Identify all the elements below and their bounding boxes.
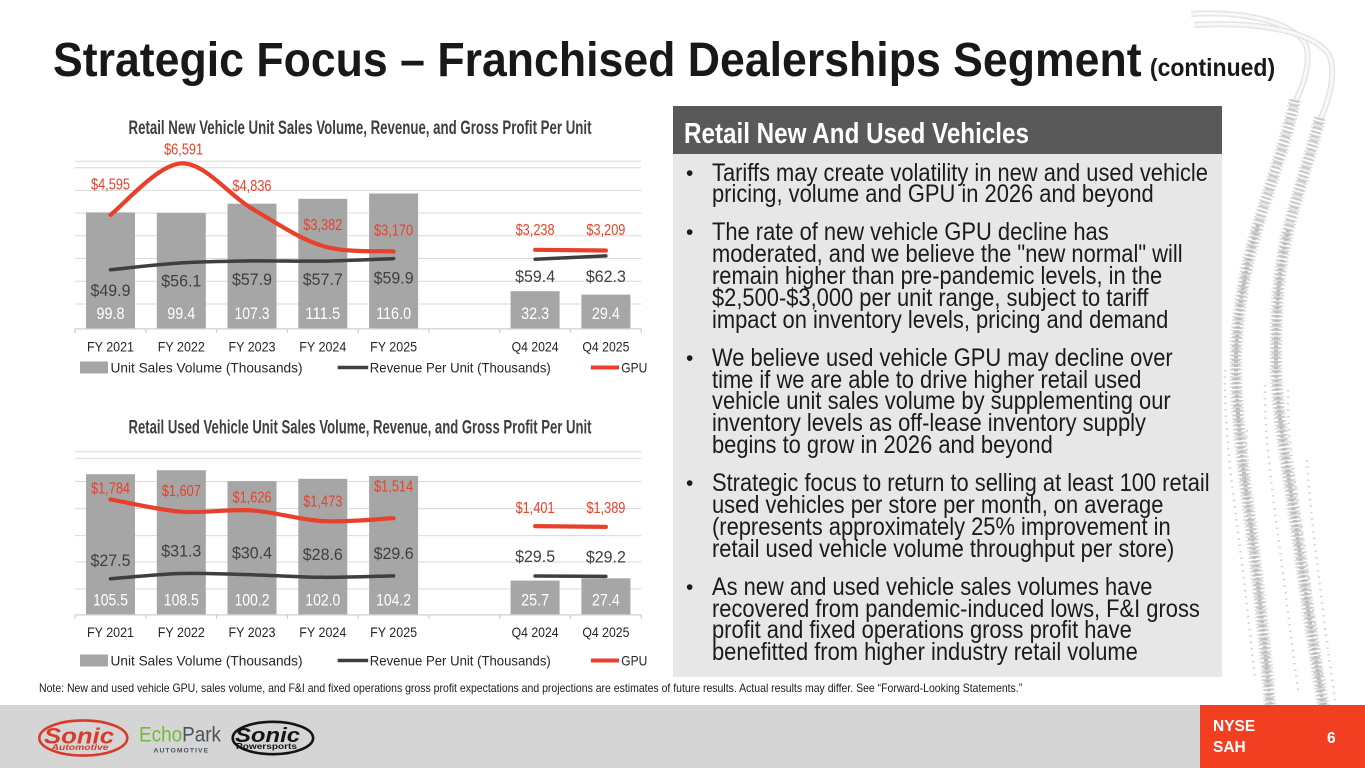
svg-text:$29.2: $29.2: [586, 548, 626, 566]
svg-text:FY 2025: FY 2025: [370, 339, 417, 355]
svg-text:Powersports: Powersports: [236, 741, 297, 751]
svg-text:$56.1: $56.1: [161, 272, 201, 290]
svg-text:$1,514: $1,514: [374, 479, 413, 496]
svg-text:$3,382: $3,382: [303, 217, 342, 234]
svg-text:$1,626: $1,626: [233, 489, 272, 506]
svg-text:Unit Sales Volume (Thousands): Unit Sales Volume (Thousands): [111, 653, 303, 669]
svg-text:GPU: GPU: [621, 653, 647, 669]
svg-text:EchοPark: EchοPark: [139, 723, 221, 747]
svg-text:111.5: 111.5: [305, 305, 340, 323]
svg-text:GPU: GPU: [621, 360, 647, 376]
svg-text:32.3: 32.3: [521, 305, 549, 323]
svg-text:$1,607: $1,607: [162, 483, 201, 500]
svg-text:116.0: 116.0: [376, 305, 411, 323]
svg-text:Revenue Per Unit (Thousands): Revenue Per Unit (Thousands): [370, 360, 551, 376]
svg-text:FY 2025: FY 2025: [370, 624, 417, 640]
svg-text:Q4 2025: Q4 2025: [582, 339, 629, 355]
svg-text:Q4 2024: Q4 2024: [512, 624, 559, 640]
svg-text:$4,595: $4,595: [91, 177, 130, 194]
svg-text:$49.9: $49.9: [91, 282, 131, 300]
svg-text:FY 2023: FY 2023: [229, 624, 276, 640]
svg-text:99.4: 99.4: [167, 305, 195, 323]
svg-text:$3,170: $3,170: [374, 223, 413, 240]
svg-text:25.7: 25.7: [521, 592, 549, 610]
svg-text:$3,238: $3,238: [516, 222, 555, 239]
svg-text:$57.9: $57.9: [232, 271, 272, 289]
svg-text:FY 2021: FY 2021: [87, 624, 134, 640]
svg-text:$4,836: $4,836: [233, 178, 272, 195]
svg-text:Sonic: Sonic: [44, 724, 114, 749]
svg-text:Q4 2024: Q4 2024: [512, 339, 559, 355]
svg-text:$1,401: $1,401: [516, 500, 555, 517]
svg-text:99.8: 99.8: [97, 305, 125, 323]
svg-text:Revenue Per Unit (Thousands): Revenue Per Unit (Thousands): [370, 653, 551, 669]
svg-text:$6,591: $6,591: [164, 142, 203, 159]
svg-text:$1,784: $1,784: [91, 480, 130, 497]
svg-text:$62.3: $62.3: [586, 268, 626, 286]
svg-text:AUTOMOTIVE: AUTOMOTIVE: [154, 748, 210, 755]
svg-text:$28.6: $28.6: [303, 546, 343, 564]
svg-text:FY 2024: FY 2024: [299, 339, 346, 355]
svg-text:FY 2024: FY 2024: [299, 624, 346, 640]
svg-text:Retail New Vehicle Unit Sales: Retail New Vehicle Unit Sales Volume, Re…: [129, 118, 592, 139]
svg-text:FY 2023: FY 2023: [229, 339, 276, 355]
svg-text:$29.6: $29.6: [374, 545, 414, 563]
svg-text:Q4 2025: Q4 2025: [582, 624, 629, 640]
svg-text:$59.4: $59.4: [515, 268, 555, 286]
svg-text:$1,389: $1,389: [586, 500, 625, 517]
svg-text:FY 2022: FY 2022: [158, 624, 205, 640]
svg-text:105.5: 105.5: [93, 592, 128, 610]
svg-text:FY 2021: FY 2021: [87, 339, 134, 355]
svg-text:108.5: 108.5: [164, 592, 199, 610]
svg-text:Automotive: Automotive: [50, 743, 109, 752]
svg-text:27.4: 27.4: [592, 592, 620, 610]
svg-text:$3,209: $3,209: [586, 222, 625, 239]
svg-text:$27.5: $27.5: [91, 552, 131, 570]
svg-text:$29.5: $29.5: [515, 548, 555, 566]
svg-text:100.2: 100.2: [235, 592, 270, 610]
svg-text:Sonic: Sonic: [235, 724, 301, 747]
svg-text:107.3: 107.3: [235, 305, 270, 323]
svg-text:102.0: 102.0: [305, 592, 340, 610]
svg-text:$57.7: $57.7: [303, 271, 343, 289]
svg-text:FY 2022: FY 2022: [158, 339, 205, 355]
svg-text:104.2: 104.2: [376, 592, 411, 610]
svg-text:$30.4: $30.4: [232, 545, 272, 563]
svg-text:$1,473: $1,473: [303, 494, 342, 511]
svg-text:Retail Used Vehicle Unit Sales: Retail Used Vehicle Unit Sales Volume, R…: [129, 418, 592, 439]
svg-text:Unit Sales Volume (Thousands): Unit Sales Volume (Thousands): [111, 360, 303, 376]
svg-text:$31.3: $31.3: [161, 543, 201, 561]
svg-text:$59.9: $59.9: [374, 270, 414, 288]
svg-text:29.4: 29.4: [592, 305, 620, 323]
